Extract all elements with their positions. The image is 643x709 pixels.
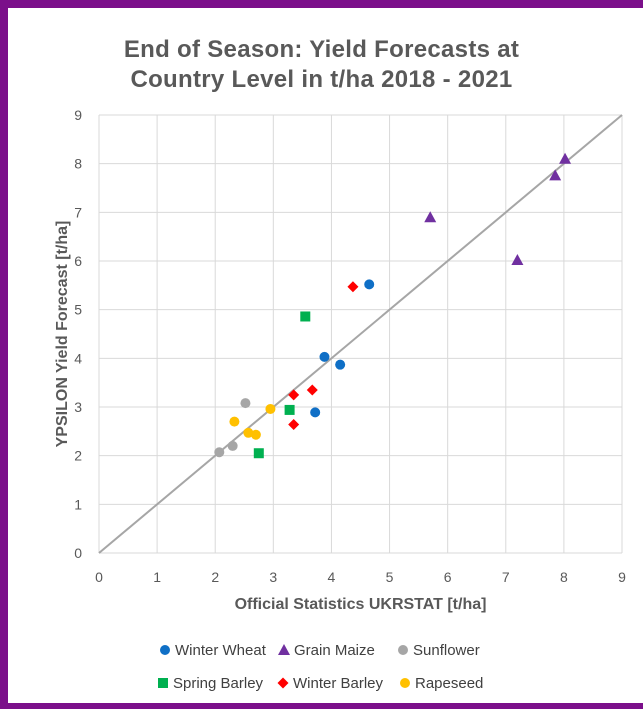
legend-label-winter-barley: Winter Barley <box>293 675 384 692</box>
rapeseed-point <box>229 416 240 427</box>
x-tick-label: 2 <box>211 569 219 585</box>
winter-wheat-point <box>364 279 375 290</box>
x-axis-title: Official Statistics UKRSTAT [t/ha] <box>235 596 487 613</box>
winter-barley-point <box>347 281 359 293</box>
sunflower-point <box>240 398 251 409</box>
winter-wheat-point <box>335 359 346 370</box>
winter-barley-point <box>306 384 318 396</box>
legend-marker-grain-maize <box>278 644 290 655</box>
legend-label-winter-wheat: Winter Wheat <box>175 642 267 659</box>
legend-marker-sunflower <box>398 645 408 655</box>
legend-label-spring-barley: Spring Barley <box>173 675 264 692</box>
x-tick-label: 8 <box>560 569 568 585</box>
grain-maize-point <box>559 152 572 164</box>
winter-barley-point <box>288 389 300 401</box>
x-tick-label: 1 <box>153 569 161 585</box>
legend-marker-winter-barley <box>277 677 289 689</box>
chart-title-line2: Country Level in t/ha 2018 - 2021 <box>130 66 513 93</box>
winter-barley-point <box>288 419 300 431</box>
y-tick-label: 5 <box>74 302 82 318</box>
y-tick-label: 4 <box>74 350 82 366</box>
chart-title-line1: End of Season: Yield Forecasts at <box>123 36 520 63</box>
legend-label-sunflower: Sunflower <box>413 642 480 659</box>
y-tick-label: 8 <box>74 156 82 172</box>
y-tick-label: 3 <box>74 399 82 415</box>
x-tick-label: 9 <box>618 569 626 585</box>
x-tick-label: 4 <box>328 569 336 585</box>
grain-maize-point <box>511 254 524 266</box>
rapeseed-point <box>265 403 276 414</box>
legend-marker-rapeseed <box>400 678 410 688</box>
y-tick-label: 2 <box>74 448 82 464</box>
x-tick-label: 3 <box>269 569 277 585</box>
sunflower-point <box>214 447 225 458</box>
y-tick-label: 7 <box>74 204 82 220</box>
spring-barley-point <box>253 448 264 459</box>
reference-line-1to1 <box>98 114 623 554</box>
grain-maize-point <box>424 211 437 223</box>
x-tick-label: 5 <box>386 569 394 585</box>
legend-marker-winter-wheat <box>160 645 170 655</box>
x-tick-label: 6 <box>444 569 452 585</box>
legend-label-rapeseed: Rapeseed <box>415 675 483 692</box>
grain-maize-point <box>549 169 562 181</box>
legend-marker-spring-barley <box>158 678 168 688</box>
y-tick-label: 6 <box>74 253 82 269</box>
x-tick-label: 0 <box>95 569 103 585</box>
rapeseed-point <box>243 427 254 438</box>
sunflower-point <box>227 440 238 451</box>
rapeseed-point <box>250 429 261 440</box>
spring-barley-point <box>300 311 311 322</box>
legend-label-grain-maize: Grain Maize <box>294 642 375 659</box>
spring-barley-point <box>284 404 295 415</box>
y-tick-label: 0 <box>74 545 82 561</box>
winter-wheat-point <box>319 351 330 362</box>
winter-wheat-point <box>310 407 321 418</box>
y-tick-label: 1 <box>74 496 82 512</box>
y-axis-title: YPSILON Yield Forecast [t/ha] <box>54 221 71 448</box>
x-tick-label: 7 <box>502 569 510 585</box>
y-tick-label: 9 <box>74 107 82 123</box>
